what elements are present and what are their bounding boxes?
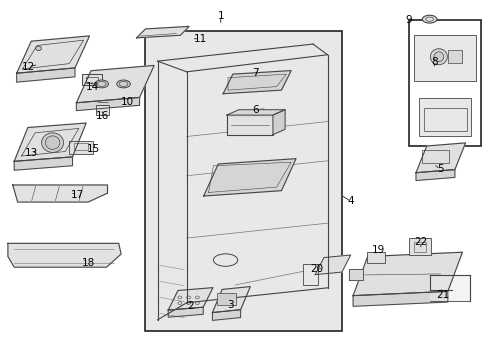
Text: 1: 1: [218, 11, 224, 21]
Bar: [227, 115, 273, 135]
Ellipse shape: [42, 133, 64, 152]
Text: 12: 12: [22, 62, 35, 72]
Ellipse shape: [434, 52, 444, 62]
Ellipse shape: [95, 80, 108, 88]
Polygon shape: [168, 288, 213, 310]
Polygon shape: [76, 98, 140, 111]
Text: 6: 6: [252, 104, 259, 114]
Polygon shape: [213, 287, 250, 312]
Ellipse shape: [45, 136, 60, 149]
Polygon shape: [416, 170, 455, 180]
Polygon shape: [213, 310, 241, 320]
Text: 18: 18: [82, 257, 95, 267]
Ellipse shape: [117, 80, 130, 88]
Bar: [96, 104, 109, 115]
Polygon shape: [17, 68, 75, 82]
Text: 13: 13: [24, 148, 38, 158]
Text: 10: 10: [121, 98, 134, 107]
Bar: [69, 140, 93, 154]
Polygon shape: [76, 66, 154, 103]
Text: 3: 3: [227, 300, 234, 310]
Bar: [368, 252, 385, 263]
Bar: [74, 143, 88, 150]
Text: 8: 8: [431, 57, 438, 67]
Text: 11: 11: [194, 34, 207, 44]
Polygon shape: [416, 143, 466, 173]
Bar: [409, 20, 481, 146]
Bar: [422, 149, 449, 163]
Polygon shape: [227, 110, 285, 115]
Ellipse shape: [430, 49, 447, 65]
Ellipse shape: [422, 15, 437, 23]
Bar: [409, 238, 431, 256]
Bar: [217, 293, 236, 305]
Text: 19: 19: [372, 246, 385, 256]
Polygon shape: [349, 269, 363, 280]
Text: 9: 9: [405, 15, 412, 25]
Text: 2: 2: [187, 301, 194, 311]
Polygon shape: [137, 26, 189, 38]
Polygon shape: [14, 157, 73, 170]
Text: 4: 4: [347, 196, 354, 206]
Text: 5: 5: [437, 164, 443, 174]
Text: 15: 15: [87, 144, 100, 154]
Bar: [419, 98, 471, 136]
Text: 17: 17: [71, 190, 84, 200]
Bar: [414, 242, 426, 252]
Bar: [303, 264, 318, 285]
Text: 16: 16: [96, 111, 109, 121]
Text: 20: 20: [310, 264, 323, 274]
Polygon shape: [8, 243, 121, 267]
Bar: [447, 50, 462, 63]
Polygon shape: [14, 123, 86, 161]
Polygon shape: [353, 291, 448, 306]
Bar: [424, 108, 466, 131]
Polygon shape: [17, 36, 90, 73]
Bar: [86, 77, 98, 82]
Polygon shape: [13, 185, 107, 202]
Polygon shape: [430, 275, 470, 301]
Polygon shape: [315, 255, 351, 275]
Text: 21: 21: [437, 289, 450, 300]
Polygon shape: [204, 159, 296, 196]
Polygon shape: [223, 71, 291, 94]
Polygon shape: [168, 307, 203, 317]
Bar: [146, 31, 342, 331]
Text: 14: 14: [85, 82, 98, 92]
Bar: [414, 35, 476, 81]
Circle shape: [36, 46, 42, 50]
Polygon shape: [273, 110, 285, 135]
Text: 7: 7: [252, 68, 259, 78]
Polygon shape: [353, 252, 463, 296]
Text: 22: 22: [414, 237, 427, 247]
Bar: [82, 74, 102, 85]
